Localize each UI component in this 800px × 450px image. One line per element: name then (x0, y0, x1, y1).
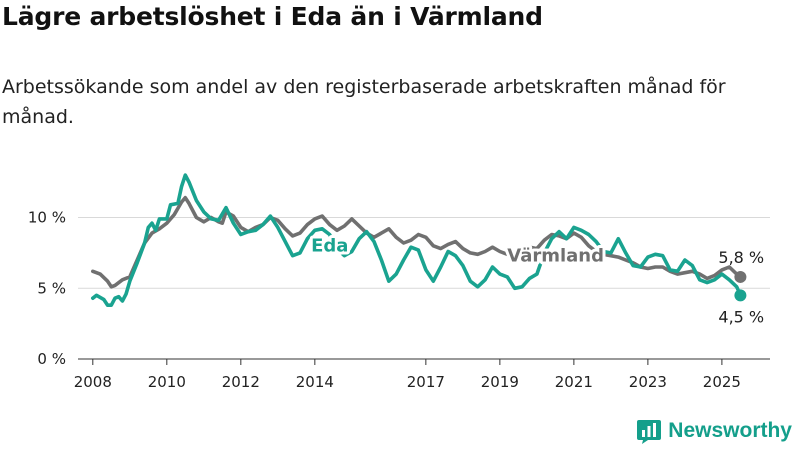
y-tick-label: 0 % (37, 350, 66, 368)
y-tick-label: 10 % (28, 209, 66, 227)
x-tick-label: 2025 (703, 373, 741, 391)
chart-title: Lägre arbetslöshet i Eda än i Värmland (2, 2, 543, 31)
end-value-label-värmland: 5,8 % (718, 248, 764, 267)
x-tick-label: 2021 (555, 373, 593, 391)
series-line-värmland (91, 195, 743, 289)
bar-chart-logo-icon (637, 420, 662, 444)
end-point-eda (734, 289, 747, 302)
series-label-värmland: Värmland (507, 245, 604, 266)
x-tick-label: 2008 (74, 373, 112, 391)
x-tick-label: 2019 (481, 373, 519, 391)
x-tick-label: 2012 (222, 373, 260, 391)
chart-subtitle: Arbetssökande som andel av den registerb… (2, 76, 726, 128)
end-point-värmland (734, 270, 747, 283)
x-tick-label: 2017 (407, 373, 445, 391)
y-tick-label: 5 % (37, 279, 66, 297)
end-value-label-eda: 4,5 % (718, 307, 764, 326)
x-tick-label: 2010 (148, 373, 186, 391)
series-label-eda: Eda (311, 235, 348, 256)
brand-name: Newsworthy (668, 419, 792, 442)
x-tick-label: 2014 (296, 373, 334, 391)
x-tick-label: 2023 (629, 373, 667, 391)
newsworthy-logo: Newsworthy (636, 418, 792, 444)
series-line-eda (91, 173, 743, 307)
